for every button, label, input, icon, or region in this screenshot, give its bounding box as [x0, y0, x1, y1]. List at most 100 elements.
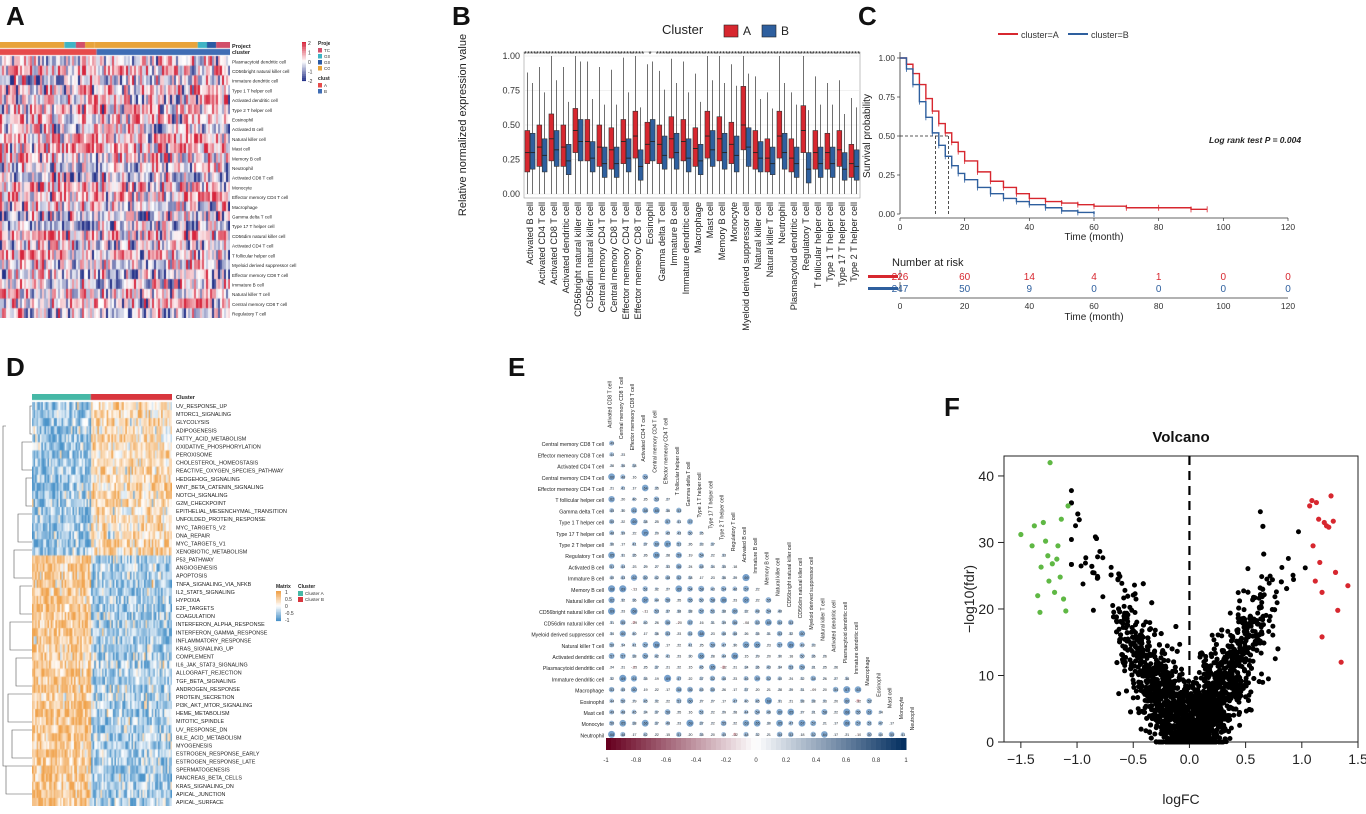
- legend-scale-swatch: [302, 58, 306, 61]
- volcano-point: [1136, 650, 1142, 656]
- correlation-circle: [866, 720, 872, 726]
- box-b: [721, 132, 728, 170]
- dendrogram-branch: [5, 765, 32, 795]
- legend-scale-swatch: [302, 75, 306, 78]
- row-label: Mast cell: [232, 147, 250, 152]
- pathway-label: EPITHELIAL_MESENCHYMAL_TRANSITION: [176, 509, 287, 515]
- box-b: [829, 146, 836, 178]
- volcano-point: [1114, 619, 1120, 625]
- upregulated-point: [1345, 583, 1351, 589]
- row-label: Activated CD8 T cell: [232, 176, 273, 181]
- xtick-label-f: −1.0: [1063, 751, 1091, 767]
- correlation-circle: [720, 596, 728, 604]
- correlation-circle: [664, 674, 672, 682]
- correlation-circle: [631, 541, 637, 547]
- svg-text:.57: .57: [777, 643, 782, 647]
- colorbar-segment: [811, 738, 817, 750]
- correlation-circle: [643, 542, 648, 546]
- correlation-circle: [609, 709, 615, 715]
- legend-matrix-swatch: [276, 613, 281, 616]
- svg-text:.57: .57: [811, 722, 816, 726]
- volcano-point: [1124, 630, 1130, 636]
- volcano-point: [1192, 719, 1198, 725]
- volcano-point: [1163, 669, 1169, 675]
- svg-text:.63: .63: [856, 688, 861, 692]
- pathway-label: APICAL_SURFACE: [176, 800, 224, 806]
- volcano-point: [1235, 612, 1241, 618]
- svg-text:.52: .52: [676, 576, 681, 580]
- volcano-point: [1244, 648, 1250, 654]
- correlation-circle: [642, 586, 648, 592]
- category-label: Immature dendritic cell: [681, 202, 691, 294]
- row-label: Effector memeory CD8 T cell: [538, 453, 604, 459]
- volcano-point: [1128, 629, 1134, 635]
- svg-text:.22: .22: [620, 520, 625, 524]
- svg-text:.46: .46: [744, 677, 749, 681]
- svg-text:.36: .36: [654, 632, 659, 636]
- column-label: Type 17 T helper cell: [708, 481, 714, 529]
- correlation-circle: [609, 676, 614, 681]
- svg-text:.56: .56: [665, 621, 670, 625]
- svg-text:.45: .45: [699, 666, 704, 670]
- box-b: [781, 132, 788, 170]
- row-label: Memory B cell: [232, 156, 261, 161]
- svg-text:.28: .28: [710, 655, 715, 659]
- box-b: [685, 138, 692, 173]
- significance-label: ****: [752, 50, 764, 59]
- volcano-point: [1143, 703, 1149, 709]
- correlation-circle: [621, 520, 624, 523]
- svg-text:.61: .61: [632, 509, 637, 513]
- pathway-label: FATTY_ACID_METABOLISM: [176, 436, 247, 442]
- correlation-circle: [709, 663, 716, 671]
- correlation-circle: [609, 620, 614, 625]
- significance-label: ****: [536, 50, 548, 59]
- column-label: Central memory CD8 T cell: [619, 377, 625, 439]
- legend-project-title: Project: [318, 41, 330, 47]
- svg-text:.43: .43: [676, 531, 681, 535]
- volcano-point: [1194, 711, 1200, 717]
- correlation-circle: [721, 732, 726, 737]
- downregulated-point: [1049, 561, 1055, 567]
- correlation-circle: [888, 731, 895, 738]
- volcano-point: [1177, 719, 1183, 725]
- colorbar-segment: [651, 738, 657, 750]
- volcano-point: [1134, 619, 1140, 625]
- volcano-point: [1266, 618, 1272, 624]
- volcano-point: [1217, 707, 1223, 713]
- svg-text:.15: .15: [665, 733, 670, 737]
- volcano-point: [1204, 663, 1210, 669]
- risk-count: 60: [959, 272, 971, 283]
- volcano-point: [1122, 668, 1128, 674]
- volcano-point: [1202, 696, 1208, 702]
- ylabel-c: Survival probability: [862, 94, 873, 178]
- svg-text:.17: .17: [732, 688, 737, 692]
- volcano-title: Volcano: [1152, 429, 1209, 446]
- svg-text:.67: .67: [844, 688, 849, 692]
- colorbar-segment: [831, 738, 837, 750]
- correlation-circle: [609, 698, 614, 704]
- correlation-circle: [688, 733, 692, 736]
- legend-scale-swatch: [302, 68, 306, 70]
- correlation-circle: [811, 654, 816, 658]
- ytick-label-f: 20: [978, 601, 994, 617]
- correlation-circle: [765, 608, 772, 614]
- svg-text:.45: .45: [632, 711, 637, 715]
- svg-text:.22: .22: [654, 733, 659, 737]
- upregulated-point: [1319, 634, 1325, 640]
- box-a: [728, 121, 735, 164]
- box-b: [637, 149, 644, 181]
- svg-text:.46: .46: [721, 677, 726, 681]
- correlation-circle: [688, 575, 692, 580]
- volcano-point: [1260, 614, 1266, 620]
- ytick-label-b: 0.75: [502, 86, 520, 96]
- correlation-circle: [710, 654, 714, 658]
- dendrogram-branch: [7, 693, 32, 723]
- svg-text:.37: .37: [710, 543, 715, 547]
- legend-cluster-title: cluster: [318, 76, 330, 82]
- colorbar-segment: [611, 738, 617, 750]
- row-label: Immature B cell: [232, 282, 264, 287]
- correlation-circle: [619, 585, 627, 593]
- svg-text:.40: .40: [744, 699, 749, 703]
- volcano-point: [1169, 725, 1175, 731]
- ytick-label-b: 0.50: [502, 120, 520, 130]
